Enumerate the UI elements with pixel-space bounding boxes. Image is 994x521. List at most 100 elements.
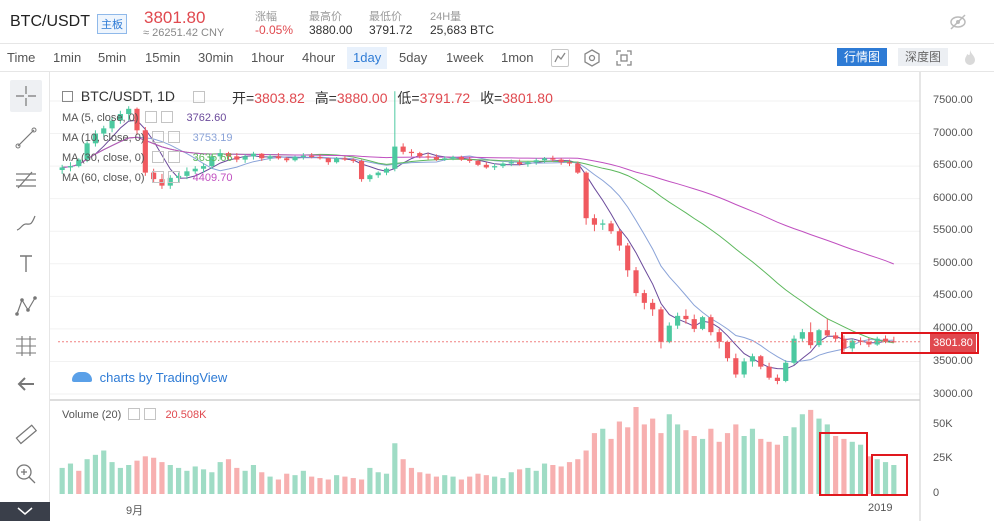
interval-4hour[interactable]: 4hour [302,50,336,65]
ma-legend-30: MA (30, close, 0) 3635.66 [62,151,232,164]
interval-15min[interactable]: 15min [145,50,181,65]
close-icon[interactable] [161,111,174,123]
ma-value: 3762.60 [186,112,227,124]
candle-body [749,356,756,362]
interval-1hour[interactable]: 1hour [251,50,285,65]
settings-icon[interactable] [128,408,141,420]
volume-bar [741,436,747,494]
volume-bar [483,475,489,494]
candle-body [267,156,273,159]
zoom-in-icon[interactable] [10,458,42,490]
fib-retracement-icon[interactable] [10,164,42,196]
close-icon[interactable] [167,131,180,143]
close-icon[interactable] [167,151,180,163]
highlight-box-price [841,332,979,354]
candle-body [517,162,523,165]
volume-bar [267,476,273,494]
candle-body [824,330,830,336]
stat-label: 最高价 [309,11,342,23]
candle-body [458,156,464,160]
volume-bar [242,470,248,494]
interval-1mon[interactable]: 1mon [501,50,534,65]
eye-off-icon[interactable] [948,12,968,32]
volume-bar [467,476,473,494]
depth-view-button[interactable]: 深度图 [898,48,949,66]
volume-bar [857,444,864,494]
volume-bar [192,466,198,494]
candle-body [109,120,115,129]
interval-30min[interactable]: 30min [198,50,234,65]
fullscreen-icon[interactable] [615,49,633,67]
ruler-icon[interactable] [10,418,42,450]
volume-bar [675,424,681,494]
last-price: 3801.80 [144,8,206,27]
interval-1week[interactable]: 1week [446,50,484,65]
volume-bar [167,465,173,494]
candlestick-chart[interactable] [50,72,994,521]
volume-bar [400,459,406,494]
candle-body [882,338,889,342]
settings-icon[interactable] [151,131,164,143]
settings-icon[interactable] [151,171,164,183]
candle-body [184,171,190,176]
volume-bar [533,470,539,494]
candle-body [67,166,74,168]
volume-bar [500,478,506,494]
interval-1day[interactable]: 1day [347,47,388,69]
volume-bar [774,444,780,494]
watermark-text: charts by TradingView [99,370,228,385]
prediction-icon[interactable] [10,330,42,362]
volume-bar [724,433,731,494]
candle-body [774,377,780,381]
close-icon[interactable] [144,408,157,420]
chart-view-button[interactable]: 行情图 [837,48,888,66]
ma-label: MA (10, close, 0) [62,132,145,144]
text-tool-icon[interactable] [10,248,42,280]
interval-time[interactable]: Time [7,50,36,65]
candle-body [433,156,439,160]
candle-body [500,163,506,167]
tradingview-watermark[interactable]: charts by TradingView [72,370,227,385]
collapse-legend-icon[interactable] [62,91,73,102]
indicator-icon[interactable] [551,49,569,67]
stat-value: 25,683 BTC [430,23,495,37]
candle-body [483,164,489,168]
settings-icon[interactable] [145,111,158,123]
candle-body [342,158,348,160]
candle-body [791,338,797,363]
volume-bar [458,479,464,494]
candle-body [508,162,514,164]
brush-icon[interactable] [10,206,42,238]
candle-body [492,166,498,168]
price-tick: 4000.00 [933,322,973,334]
volume-bar [292,475,298,494]
candle-body [275,156,281,159]
volume-bar [350,478,356,494]
interval-1min[interactable]: 1min [53,50,82,65]
candle-body [866,341,872,345]
interval-5day[interactable]: 5day [399,50,428,65]
back-arrow-icon[interactable] [10,368,42,400]
settings-icon[interactable] [192,91,205,103]
pattern-icon[interactable] [10,290,42,322]
close-icon[interactable] [167,171,180,183]
settings-icon[interactable] [583,49,601,67]
volume-bar [808,409,814,494]
trend-line-icon[interactable] [10,122,42,154]
crosshair-icon[interactable] [10,80,42,112]
settings-icon[interactable] [151,151,164,163]
current-price-tag: 3801.80 [930,334,976,352]
volume-bar [541,463,548,494]
candle-body [92,133,99,144]
candle-body [151,172,157,180]
collapse-toolbar-button[interactable] [0,502,50,521]
candle-body [550,158,556,160]
chart-area[interactable]: BTC/USDT, 1D 开=3803.82 高=3880.00 低=3791.… [50,72,994,521]
interval-5min[interactable]: 5min [98,50,127,65]
candle-body [600,223,606,225]
volume-bar [508,472,514,494]
candle-body [167,177,173,186]
candle-body [583,172,589,219]
volume-bar [425,473,431,494]
ma-value: 4409.70 [192,172,233,184]
